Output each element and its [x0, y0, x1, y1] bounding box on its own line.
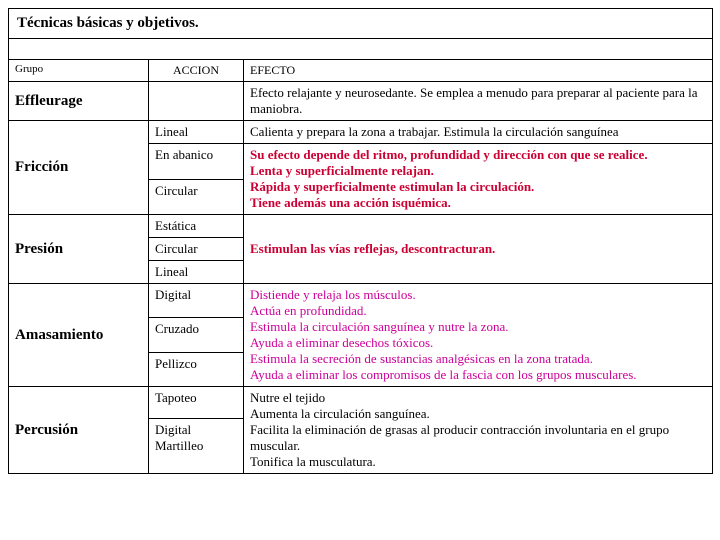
table-title: Técnicas básicas y objetivos.: [9, 9, 713, 39]
amasamiento-effect-text: Distiende y relaja los músculos.Actúa en…: [250, 287, 637, 382]
header-efecto: EFECTO: [244, 60, 713, 82]
header-accion: ACCION: [149, 60, 244, 82]
friccion-effect-text: Su efecto depende del ritmo, profundidad…: [250, 147, 648, 210]
friccion-circular-action: Circular: [149, 179, 244, 215]
amasamiento-combined-effect: Distiende y relaja los músculos.Actúa en…: [244, 284, 713, 387]
percusion-combined-effect: Nutre el tejidoAumenta la circulación sa…: [244, 387, 713, 474]
group-amasamiento: Amasamiento: [9, 284, 149, 387]
amasamiento-pellizco-action: Pellizco: [149, 352, 244, 386]
header-row: Grupo ACCION EFECTO: [9, 60, 713, 82]
percusion-tapoteo-action: Tapoteo: [149, 387, 244, 419]
row-percusion-tapoteo: Percusión Tapoteo Nutre el tejidoAumenta…: [9, 387, 713, 419]
presion-estatica-action: Estática: [149, 215, 244, 238]
presion-combined-effect: Estimulan las vías reflejas, descontract…: [244, 215, 713, 284]
friccion-lineal-effect: Calienta y prepara la zona a trabajar. E…: [244, 121, 713, 144]
friccion-abanico-action: En abanico: [149, 144, 244, 180]
group-presion: Presión: [9, 215, 149, 284]
group-effleurage: Effleurage: [9, 82, 149, 121]
techniques-table: Técnicas básicas y objetivos. Grupo ACCI…: [8, 8, 713, 474]
group-percusion: Percusión: [9, 387, 149, 474]
blank-row: [9, 39, 713, 60]
title-row: Técnicas básicas y objetivos.: [9, 9, 713, 39]
row-presion-estatica: Presión Estática Estimulan las vías refl…: [9, 215, 713, 238]
friccion-lineal-action: Lineal: [149, 121, 244, 144]
presion-effect-text: Estimulan las vías reflejas, descontract…: [250, 241, 495, 256]
group-friccion: Fricción: [9, 121, 149, 215]
presion-circular-action: Circular: [149, 238, 244, 261]
row-friccion-lineal: Fricción Lineal Calienta y prepara la zo…: [9, 121, 713, 144]
percusion-martilleo-action: Digital Martilleo: [149, 419, 244, 474]
percusion-effect-text: Nutre el tejidoAumenta la circulación sa…: [250, 390, 669, 469]
blank-cell: [9, 39, 713, 60]
effleurage-action-blank: [149, 82, 244, 121]
row-amasamiento-digital: Amasamiento Digital Distiende y relaja l…: [9, 284, 713, 318]
presion-lineal-action: Lineal: [149, 261, 244, 284]
header-grupo: Grupo: [9, 60, 149, 82]
effleurage-effect: Efecto relajante y neurosedante. Se empl…: [244, 82, 713, 121]
amasamiento-cruzado-action: Cruzado: [149, 318, 244, 352]
friccion-combined-effect: Su efecto depende del ritmo, profundidad…: [244, 144, 713, 215]
amasamiento-digital-action: Digital: [149, 284, 244, 318]
row-effleurage: Effleurage Efecto relajante y neurosedan…: [9, 82, 713, 121]
